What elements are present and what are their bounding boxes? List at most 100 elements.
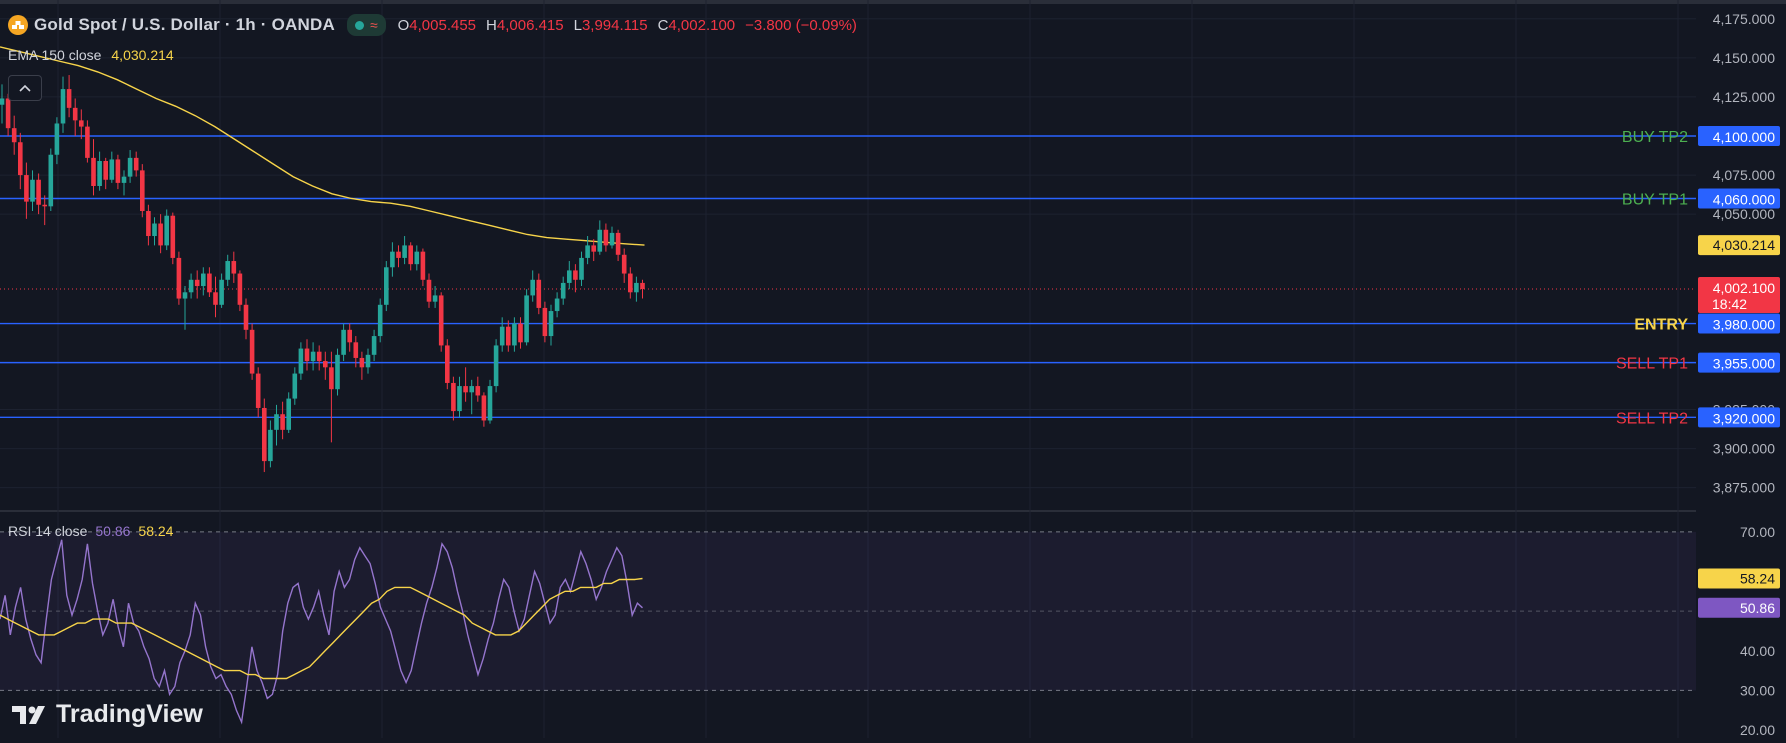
candle[interactable]	[194, 270, 200, 299]
candle[interactable]	[329, 351, 334, 443]
candle[interactable]	[42, 195, 47, 226]
ema-legend[interactable]: EMA 150 close 4,030.214	[8, 47, 174, 63]
candle[interactable]	[518, 317, 523, 349]
candle[interactable]	[335, 348, 340, 396]
candle[interactable]	[597, 220, 603, 255]
candle[interactable]	[36, 173, 41, 215]
candle[interactable]	[60, 76, 66, 133]
candle[interactable]	[475, 376, 481, 402]
level-price-tag[interactable]: 4,060.000	[1698, 188, 1780, 209]
candle[interactable]	[140, 164, 145, 218]
rsi-ma-line[interactable]	[0, 577, 643, 680]
ema-150-line[interactable]	[0, 46, 645, 246]
candle[interactable]	[615, 229, 621, 262]
candle[interactable]	[72, 98, 78, 136]
candle[interactable]	[0, 84, 5, 124]
candle[interactable]	[298, 342, 304, 380]
candle[interactable]	[628, 267, 633, 299]
market-status-pill[interactable]: ≈	[346, 14, 386, 36]
candle[interactable]	[359, 351, 365, 380]
candle[interactable]	[390, 242, 395, 277]
candle[interactable]	[542, 301, 548, 343]
candle[interactable]	[115, 154, 121, 190]
candle[interactable]	[591, 239, 596, 262]
candle[interactable]	[201, 267, 206, 296]
candle[interactable]	[249, 323, 255, 380]
current-price-marker[interactable]	[1698, 277, 1780, 314]
candle[interactable]	[85, 120, 90, 163]
candle[interactable]	[512, 317, 517, 352]
level-price-tag[interactable]: 3,920.000	[1698, 407, 1780, 428]
collapse-legend-button[interactable]	[8, 75, 42, 101]
candle[interactable]	[621, 248, 627, 283]
candle[interactable]	[158, 214, 163, 254]
candle[interactable]	[146, 204, 151, 246]
symbol-title[interactable]: Gold Spot / U.S. Dollar · 1h · OANDA	[34, 15, 335, 34]
candle[interactable]	[176, 251, 182, 305]
candle[interactable]	[133, 151, 139, 177]
candle[interactable]	[524, 289, 529, 346]
candle[interactable]	[243, 298, 249, 340]
candle[interactable]	[353, 336, 359, 368]
candle[interactable]	[341, 323, 346, 362]
candle[interactable]	[640, 279, 645, 299]
candle[interactable]	[457, 376, 462, 418]
candle[interactable]	[11, 115, 17, 155]
candle[interactable]	[481, 392, 487, 427]
candle[interactable]	[396, 245, 401, 268]
candle[interactable]	[109, 151, 115, 183]
candle[interactable]	[18, 132, 23, 190]
candle[interactable]	[255, 367, 261, 418]
candle[interactable]	[103, 157, 108, 190]
candle[interactable]	[310, 342, 316, 371]
candle[interactable]	[24, 162, 29, 219]
candle[interactable]	[91, 139, 96, 196]
candle[interactable]	[225, 254, 230, 287]
rsi-line[interactable]	[0, 539, 643, 725]
candle[interactable]	[164, 209, 169, 251]
candle[interactable]	[384, 261, 389, 312]
candle[interactable]	[438, 292, 444, 352]
candle[interactable]	[292, 367, 298, 405]
candle[interactable]	[207, 267, 212, 297]
candle[interactable]	[365, 348, 371, 374]
candle[interactable]	[219, 273, 224, 308]
candle[interactable]	[30, 170, 35, 212]
tradingview-logo[interactable]: TradingView	[12, 700, 203, 729]
candle[interactable]	[280, 401, 285, 440]
candle[interactable]	[603, 223, 609, 252]
candle[interactable]	[231, 251, 237, 283]
candle[interactable]	[323, 351, 328, 380]
candle[interactable]	[97, 151, 102, 191]
candle[interactable]	[182, 286, 188, 330]
ema-price-marker[interactable]	[1698, 235, 1780, 256]
candle[interactable]	[487, 379, 493, 424]
candle[interactable]	[127, 150, 133, 183]
candle[interactable]	[506, 320, 511, 352]
candle[interactable]	[262, 398, 267, 473]
candle[interactable]	[493, 339, 499, 393]
candle[interactable]	[213, 276, 218, 318]
candle[interactable]	[371, 329, 377, 362]
candle[interactable]	[560, 276, 566, 305]
candle[interactable]	[347, 323, 352, 352]
candle[interactable]	[188, 273, 194, 299]
candle[interactable]	[530, 270, 535, 302]
level-price-tag[interactable]: 3,980.000	[1698, 313, 1780, 334]
candle[interactable]	[445, 339, 450, 390]
level-price-tag[interactable]: 3,955.000	[1698, 352, 1780, 373]
candle[interactable]	[237, 270, 243, 312]
rsi-legend[interactable]: RSI 14 close 50.86 58.24	[8, 523, 173, 539]
candle[interactable]	[66, 75, 72, 118]
candle[interactable]	[152, 217, 157, 246]
candle[interactable]	[274, 404, 279, 446]
candle[interactable]	[414, 245, 420, 271]
candle[interactable]	[579, 251, 584, 287]
level-price-tag[interactable]: 4,100.000	[1698, 125, 1780, 146]
candle[interactable]	[567, 261, 572, 290]
candle[interactable]	[609, 226, 615, 249]
candle[interactable]	[499, 317, 505, 352]
candle[interactable]	[585, 236, 590, 265]
